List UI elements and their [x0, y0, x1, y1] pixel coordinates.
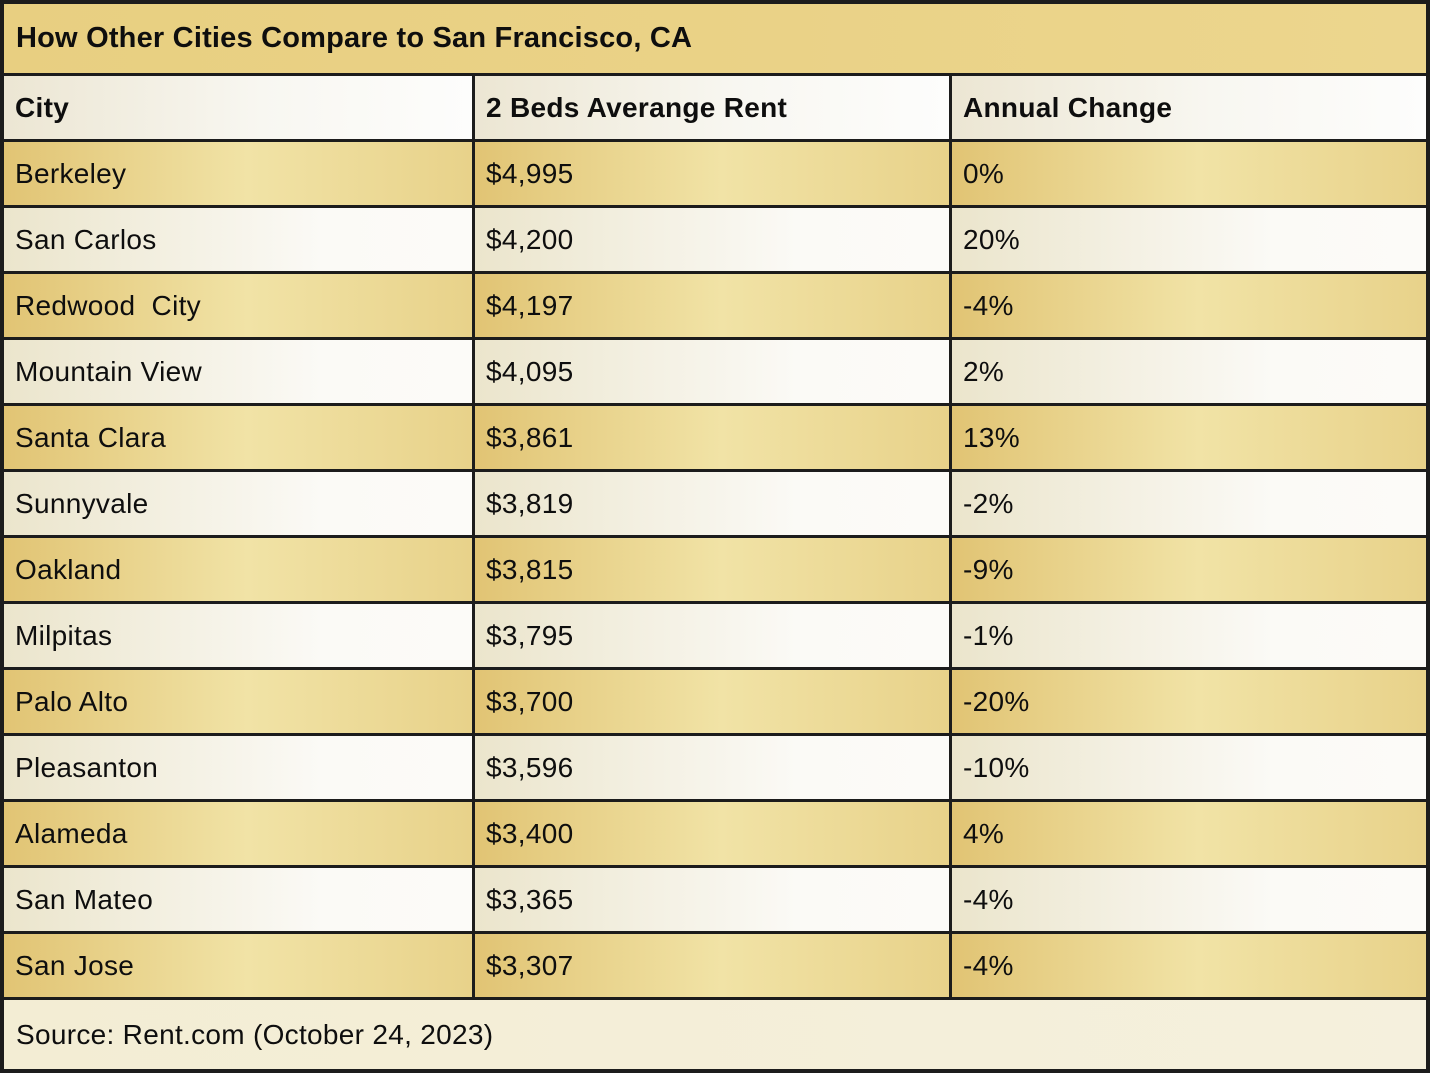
- cell-city: Oakland: [4, 538, 475, 601]
- cell-change: -4%: [952, 868, 1426, 931]
- cell-change: -4%: [952, 274, 1426, 337]
- cell-rent: $4,995: [475, 142, 952, 205]
- table-row: Pleasanton $3,596 -10%: [4, 736, 1426, 802]
- cell-city: Redwood City: [4, 274, 475, 337]
- cell-city: Pleasanton: [4, 736, 475, 799]
- cell-city: Sunnyvale: [4, 472, 475, 535]
- table-row: San Jose $3,307 -4%: [4, 934, 1426, 1000]
- table-row: Berkeley $4,995 0%: [4, 142, 1426, 208]
- table-row: Redwood City $4,197 -4%: [4, 274, 1426, 340]
- cell-rent: $4,197: [475, 274, 952, 337]
- table-row: Milpitas $3,795 -1%: [4, 604, 1426, 670]
- source-note: Source: Rent.com (October 24, 2023): [4, 1000, 1426, 1069]
- cell-rent: $4,200: [475, 208, 952, 271]
- table-row: Palo Alto $3,700 -20%: [4, 670, 1426, 736]
- cell-city: San Carlos: [4, 208, 475, 271]
- cell-city: Milpitas: [4, 604, 475, 667]
- cell-city: Palo Alto: [4, 670, 475, 733]
- cell-rent: $3,700: [475, 670, 952, 733]
- table-title: How Other Cities Compare to San Francisc…: [4, 4, 1426, 76]
- cell-change: 20%: [952, 208, 1426, 271]
- cell-change: 13%: [952, 406, 1426, 469]
- cell-rent: $3,815: [475, 538, 952, 601]
- cell-rent: $3,819: [475, 472, 952, 535]
- cell-change: 4%: [952, 802, 1426, 865]
- table-row: Mountain View $4,095 2%: [4, 340, 1426, 406]
- cell-rent: $3,400: [475, 802, 952, 865]
- table-row: Sunnyvale $3,819 -2%: [4, 472, 1426, 538]
- cell-city: Alameda: [4, 802, 475, 865]
- cell-city: San Mateo: [4, 868, 475, 931]
- cell-rent: $3,596: [475, 736, 952, 799]
- cell-change: -4%: [952, 934, 1426, 997]
- cell-change: -2%: [952, 472, 1426, 535]
- table-row: Santa Clara $3,861 13%: [4, 406, 1426, 472]
- column-header-rent: 2 Beds Averange Rent: [475, 76, 952, 139]
- cell-rent: $4,095: [475, 340, 952, 403]
- table-row: San Mateo $3,365 -4%: [4, 868, 1426, 934]
- column-header-city: City: [4, 76, 475, 139]
- table-header-row: City 2 Beds Averange Rent Annual Change: [4, 76, 1426, 142]
- cell-rent: $3,861: [475, 406, 952, 469]
- cell-city: San Jose: [4, 934, 475, 997]
- cell-change: -20%: [952, 670, 1426, 733]
- cell-rent: $3,307: [475, 934, 952, 997]
- cell-change: -1%: [952, 604, 1426, 667]
- table-row: Alameda $3,400 4%: [4, 802, 1426, 868]
- cell-change: 0%: [952, 142, 1426, 205]
- cell-city: Mountain View: [4, 340, 475, 403]
- cell-change: 2%: [952, 340, 1426, 403]
- cell-change: -10%: [952, 736, 1426, 799]
- cell-rent: $3,795: [475, 604, 952, 667]
- cell-change: -9%: [952, 538, 1426, 601]
- cell-city: Santa Clara: [4, 406, 475, 469]
- table-row: Oakland $3,815 -9%: [4, 538, 1426, 604]
- cell-rent: $3,365: [475, 868, 952, 931]
- column-header-change: Annual Change: [952, 76, 1426, 139]
- table-row: San Carlos $4,200 20%: [4, 208, 1426, 274]
- cell-city: Berkeley: [4, 142, 475, 205]
